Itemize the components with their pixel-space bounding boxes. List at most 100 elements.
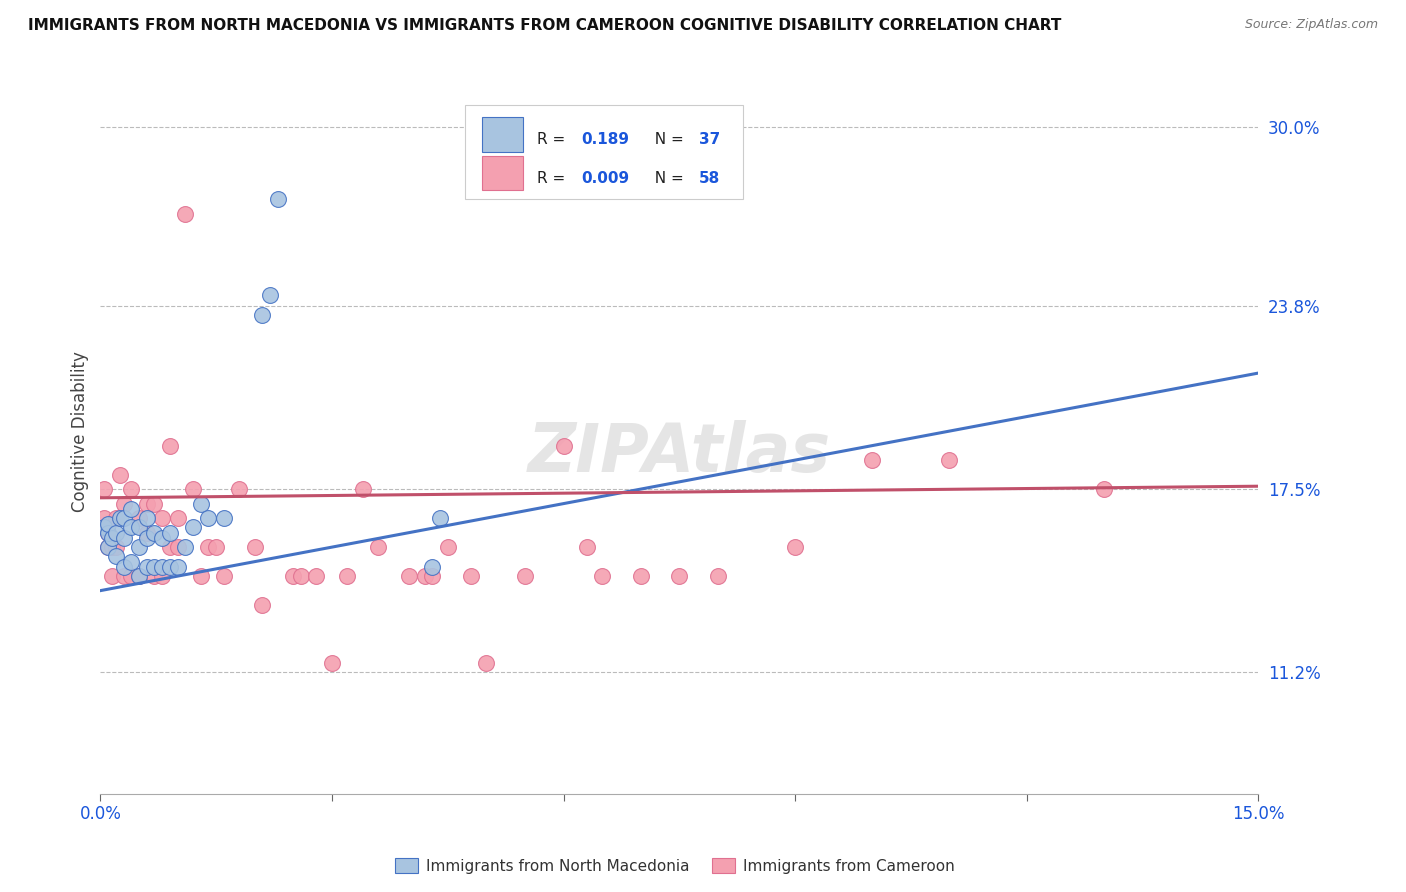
Point bbox=[120, 520, 142, 534]
Point bbox=[101, 532, 124, 546]
Point bbox=[190, 497, 212, 511]
Point bbox=[267, 192, 290, 206]
Point bbox=[97, 516, 120, 531]
Point bbox=[174, 540, 197, 554]
Text: N =: N = bbox=[644, 132, 688, 147]
Text: 37: 37 bbox=[699, 132, 720, 147]
Point bbox=[101, 569, 124, 583]
Text: 0.189: 0.189 bbox=[581, 132, 628, 147]
Point bbox=[143, 497, 166, 511]
Point bbox=[120, 502, 142, 516]
Point bbox=[128, 520, 150, 534]
Point bbox=[475, 656, 498, 670]
Point bbox=[135, 511, 157, 525]
Point bbox=[97, 525, 120, 540]
Text: R =: R = bbox=[537, 132, 575, 147]
Point bbox=[128, 511, 150, 525]
Text: IMMIGRANTS FROM NORTH MACEDONIA VS IMMIGRANTS FROM CAMEROON COGNITIVE DISABILITY: IMMIGRANTS FROM NORTH MACEDONIA VS IMMIG… bbox=[28, 18, 1062, 33]
Point bbox=[104, 525, 127, 540]
Point bbox=[159, 439, 181, 453]
Point bbox=[112, 511, 135, 525]
Point bbox=[367, 540, 389, 554]
Point bbox=[166, 560, 188, 574]
Point bbox=[97, 540, 120, 554]
Point bbox=[93, 520, 115, 534]
Point bbox=[150, 532, 173, 546]
Point bbox=[181, 520, 204, 534]
Point bbox=[159, 540, 181, 554]
Point bbox=[93, 511, 115, 525]
Point bbox=[575, 540, 598, 554]
Point bbox=[150, 569, 173, 583]
Point bbox=[212, 511, 235, 525]
Point bbox=[166, 540, 188, 554]
Point bbox=[97, 525, 120, 540]
Point bbox=[128, 540, 150, 554]
Point bbox=[259, 287, 281, 301]
Point bbox=[305, 569, 328, 583]
Point bbox=[128, 569, 150, 583]
Point bbox=[513, 569, 536, 583]
Point bbox=[336, 569, 359, 583]
Point bbox=[135, 532, 157, 546]
Text: Source: ZipAtlas.com: Source: ZipAtlas.com bbox=[1244, 18, 1378, 31]
Point bbox=[707, 569, 730, 583]
Text: ZIPAtlas: ZIPAtlas bbox=[527, 420, 831, 486]
Point bbox=[398, 569, 420, 583]
Legend: Immigrants from North Macedonia, Immigrants from Cameroon: Immigrants from North Macedonia, Immigra… bbox=[389, 852, 960, 880]
Point bbox=[97, 540, 120, 554]
Point bbox=[108, 467, 131, 482]
Point bbox=[159, 525, 181, 540]
Point bbox=[420, 560, 443, 574]
Point bbox=[120, 482, 142, 496]
Point bbox=[783, 540, 806, 554]
Point bbox=[212, 569, 235, 583]
Point bbox=[668, 569, 690, 583]
Point bbox=[93, 482, 115, 496]
Point bbox=[120, 569, 142, 583]
Point bbox=[112, 532, 135, 546]
Point bbox=[104, 511, 127, 525]
FancyBboxPatch shape bbox=[465, 104, 742, 199]
Point bbox=[112, 569, 135, 583]
Point bbox=[553, 439, 575, 453]
Point bbox=[143, 569, 166, 583]
Point bbox=[101, 540, 124, 554]
Point bbox=[150, 560, 173, 574]
Point bbox=[283, 569, 305, 583]
Point bbox=[321, 656, 343, 670]
Point bbox=[352, 482, 374, 496]
Point bbox=[104, 540, 127, 554]
Point bbox=[143, 525, 166, 540]
Point bbox=[135, 525, 157, 540]
Point bbox=[436, 540, 458, 554]
Point bbox=[591, 569, 613, 583]
Point bbox=[460, 569, 482, 583]
Point bbox=[243, 540, 266, 554]
Point bbox=[1092, 482, 1115, 496]
Text: 0.009: 0.009 bbox=[581, 171, 628, 186]
Point bbox=[860, 453, 883, 467]
Point bbox=[120, 555, 142, 569]
Point bbox=[135, 560, 157, 574]
Point bbox=[228, 482, 250, 496]
Point bbox=[205, 540, 228, 554]
Point bbox=[420, 569, 443, 583]
Text: 58: 58 bbox=[699, 171, 720, 186]
Point bbox=[174, 206, 197, 220]
Point bbox=[938, 453, 960, 467]
Y-axis label: Cognitive Disability: Cognitive Disability bbox=[72, 351, 89, 511]
Point bbox=[252, 598, 274, 612]
Point bbox=[190, 569, 212, 583]
Point bbox=[181, 482, 204, 496]
Point bbox=[413, 569, 436, 583]
Point bbox=[197, 540, 219, 554]
Point bbox=[128, 569, 150, 583]
Point bbox=[159, 560, 181, 574]
Point bbox=[166, 511, 188, 525]
Point bbox=[252, 308, 274, 322]
Point bbox=[290, 569, 312, 583]
Point bbox=[135, 497, 157, 511]
Point bbox=[150, 511, 173, 525]
Point bbox=[108, 511, 131, 525]
